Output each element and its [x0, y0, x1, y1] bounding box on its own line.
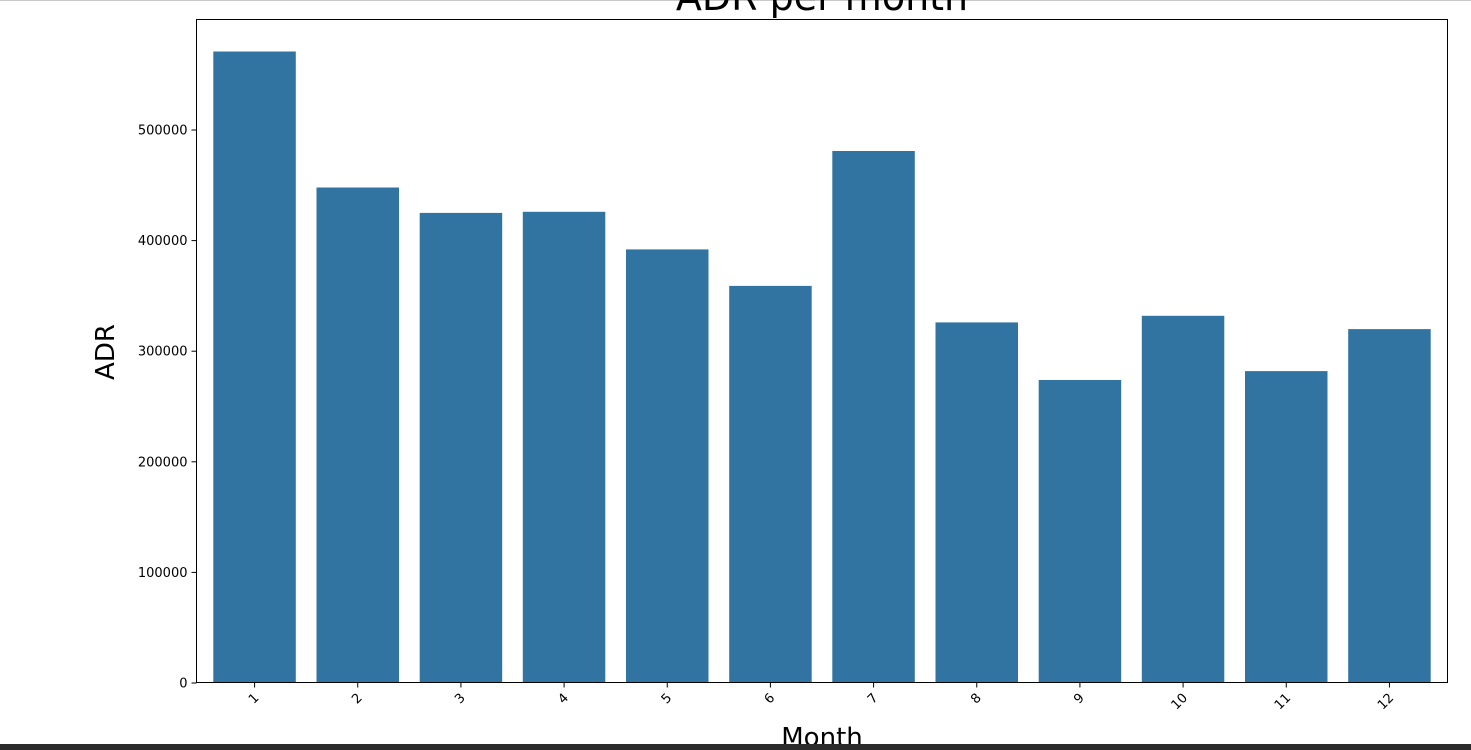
bar-month-12 — [1348, 329, 1431, 683]
bar-month-11 — [1245, 371, 1328, 683]
chart-title: ADR per month — [676, 0, 968, 19]
y-tick-label: 100000 — [138, 566, 188, 581]
x-tick-label: 4 — [555, 691, 571, 707]
x-tick-label: 7 — [865, 691, 881, 707]
bar-month-2 — [316, 187, 399, 683]
bar-month-5 — [626, 249, 709, 683]
bar-month-1 — [213, 51, 296, 683]
x-tick-label: 3 — [452, 691, 468, 707]
bar-month-4 — [522, 211, 606, 684]
x-tick-label: 12 — [1375, 691, 1397, 713]
x-tick-label: 1 — [246, 691, 262, 707]
x-tick-label: 5 — [659, 691, 675, 707]
y-tick-label: 300000 — [138, 345, 188, 360]
bar-month-6 — [729, 285, 812, 683]
bar-month-3 — [419, 212, 503, 683]
x-tick-label: 2 — [349, 691, 365, 707]
x-axis-ticks: 1 2 3 4 5 6 7 8 9 10 11 12 — [246, 682, 1397, 713]
y-tick-label: 500000 — [138, 124, 188, 139]
bar-month-10 — [1141, 315, 1225, 683]
y-axis-label: ADR — [91, 324, 121, 380]
x-tick-label: 10 — [1169, 691, 1191, 713]
window-bottom-bar — [0, 744, 1471, 750]
bar-month-9 — [1038, 380, 1122, 683]
y-tick-label: 0 — [179, 677, 187, 692]
window-top-border — [0, 0, 1471, 1]
bar-month-7 — [832, 151, 915, 683]
x-tick-label: 9 — [1071, 691, 1087, 707]
x-tick-label: 11 — [1272, 691, 1294, 713]
y-tick-label: 400000 — [138, 234, 188, 249]
bar-month-8 — [935, 322, 1018, 683]
y-tick-label: 200000 — [138, 455, 188, 470]
x-tick-label: 6 — [762, 691, 778, 707]
bars-group — [213, 51, 1431, 684]
y-axis-ticks: 0 100000 200000 300000 400000 500000 — [138, 124, 197, 692]
x-tick-label: 8 — [968, 691, 984, 707]
